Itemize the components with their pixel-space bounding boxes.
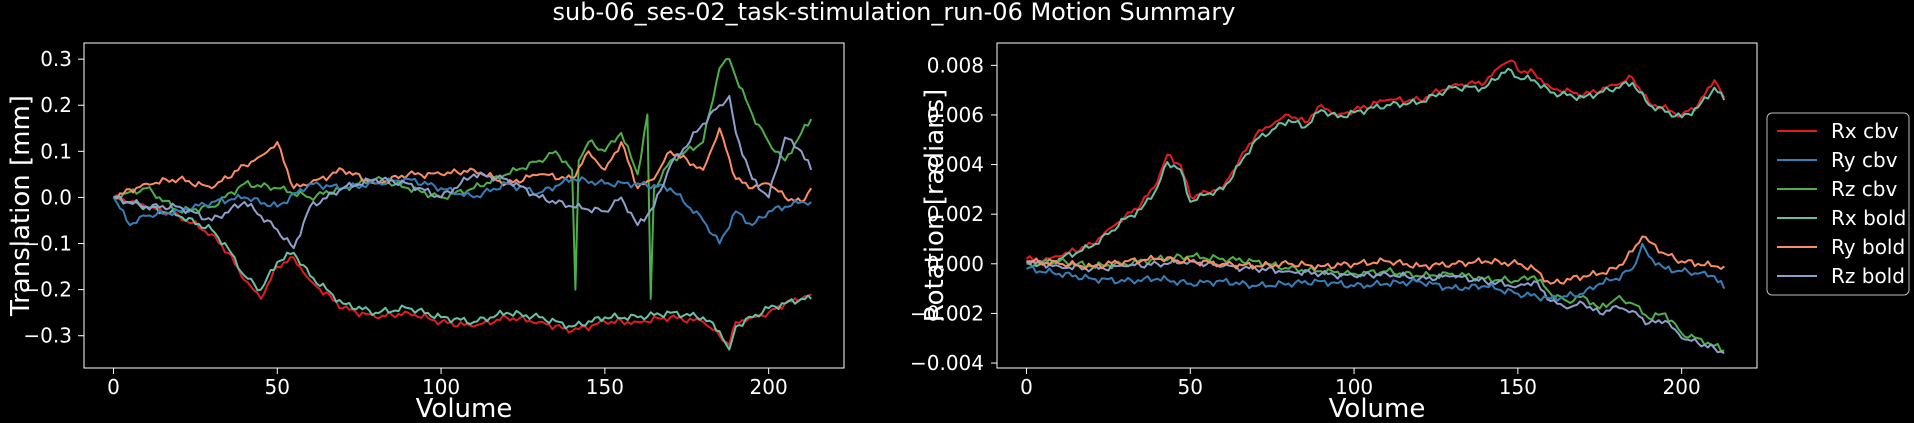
legend-label-ry-bold: Ry bold xyxy=(1831,235,1905,259)
legend-label-rz-cbv: Rz cbv xyxy=(1831,177,1897,201)
legend-label-rx-bold: Rx bold xyxy=(1831,206,1906,230)
y-tick-label: 0.006 xyxy=(927,103,984,127)
y-tick-label: 0.002 xyxy=(927,202,984,226)
x-tick-label: 50 xyxy=(265,375,290,399)
axes-frame xyxy=(83,42,845,369)
x-tick-label: 150 xyxy=(1499,375,1537,399)
y-tick-label: −0.2 xyxy=(23,278,72,302)
y-axis-label: Rotation [radians] xyxy=(920,89,950,323)
legend-label-ry-cbv: Ry cbv xyxy=(1831,148,1898,172)
y-tick-label: 0.008 xyxy=(927,53,984,77)
y-tick-label: 0.3 xyxy=(40,47,72,71)
x-tick-label: 0 xyxy=(1020,375,1033,399)
rotation-panel: 0 50 100 150 200 −0.004 −0.002 0.000 0.002 0.004 0… xyxy=(910,42,1758,423)
y-tick-label: 0.1 xyxy=(40,139,72,163)
x-tick-label: 0 xyxy=(107,375,120,399)
y-tick-label: −0.004 xyxy=(910,351,984,375)
x-axis-label: Volume xyxy=(1329,394,1426,423)
series-line-3 xyxy=(1025,257,1725,355)
plot-lines xyxy=(112,58,813,351)
x-tick-label: 200 xyxy=(750,375,788,399)
y-tick-label: 0.004 xyxy=(927,153,984,177)
y-tick-label: 0.000 xyxy=(927,252,984,276)
series-line-5 xyxy=(113,95,813,250)
axes-frame xyxy=(996,42,1758,369)
legend-label-rx-cbv: Rx cbv xyxy=(1831,119,1899,143)
series-line-3 xyxy=(113,127,813,203)
x-tick-label: 100 xyxy=(422,375,460,399)
legend: Rx cbv Ry cbv Rz cbv Rx bold Ry bold Rz bold xyxy=(1766,112,1910,296)
x-axis-label: Volume xyxy=(416,394,513,423)
x-tick-label: 150 xyxy=(586,375,624,399)
x-tick-label: 100 xyxy=(1335,375,1373,399)
series-line-5 xyxy=(1026,243,1726,302)
y-tick-label: −0.1 xyxy=(23,232,72,256)
y-tick-label: −0.002 xyxy=(910,301,984,325)
x-tick-label: 50 xyxy=(1178,375,1203,399)
series-line-0 xyxy=(112,194,812,346)
y-tick-label: −0.3 xyxy=(23,324,72,348)
series-line-2 xyxy=(113,58,813,300)
x-tick-label: 200 xyxy=(1663,375,1701,399)
series-line-1 xyxy=(1026,67,1726,268)
series-line-1 xyxy=(113,196,812,351)
legend-frame xyxy=(1766,112,1910,296)
y-axis-label: Translation [mm] xyxy=(6,95,36,317)
series-line-0 xyxy=(1025,59,1726,264)
legend-items: Rx cbv Ry cbv Rz cbv Rx bold Ry bold Rz bold xyxy=(1777,119,1906,288)
figure-title: sub-06_ses-02_task-stimulation_run-06 Mo… xyxy=(553,0,1236,26)
y-tick-label: 0.2 xyxy=(40,93,72,117)
y-tick-label: 0.0 xyxy=(40,185,72,209)
legend-label-rz-bold: Rz bold xyxy=(1831,264,1905,288)
series-line-4 xyxy=(112,176,812,245)
translation-panel: 0 50 100 150 200 −0.3 −0.2 −0.1 0.0 0.1 0.2 0.3 Volu… xyxy=(6,42,845,423)
plot-lines xyxy=(1025,59,1726,355)
series-line-4 xyxy=(1026,235,1725,285)
